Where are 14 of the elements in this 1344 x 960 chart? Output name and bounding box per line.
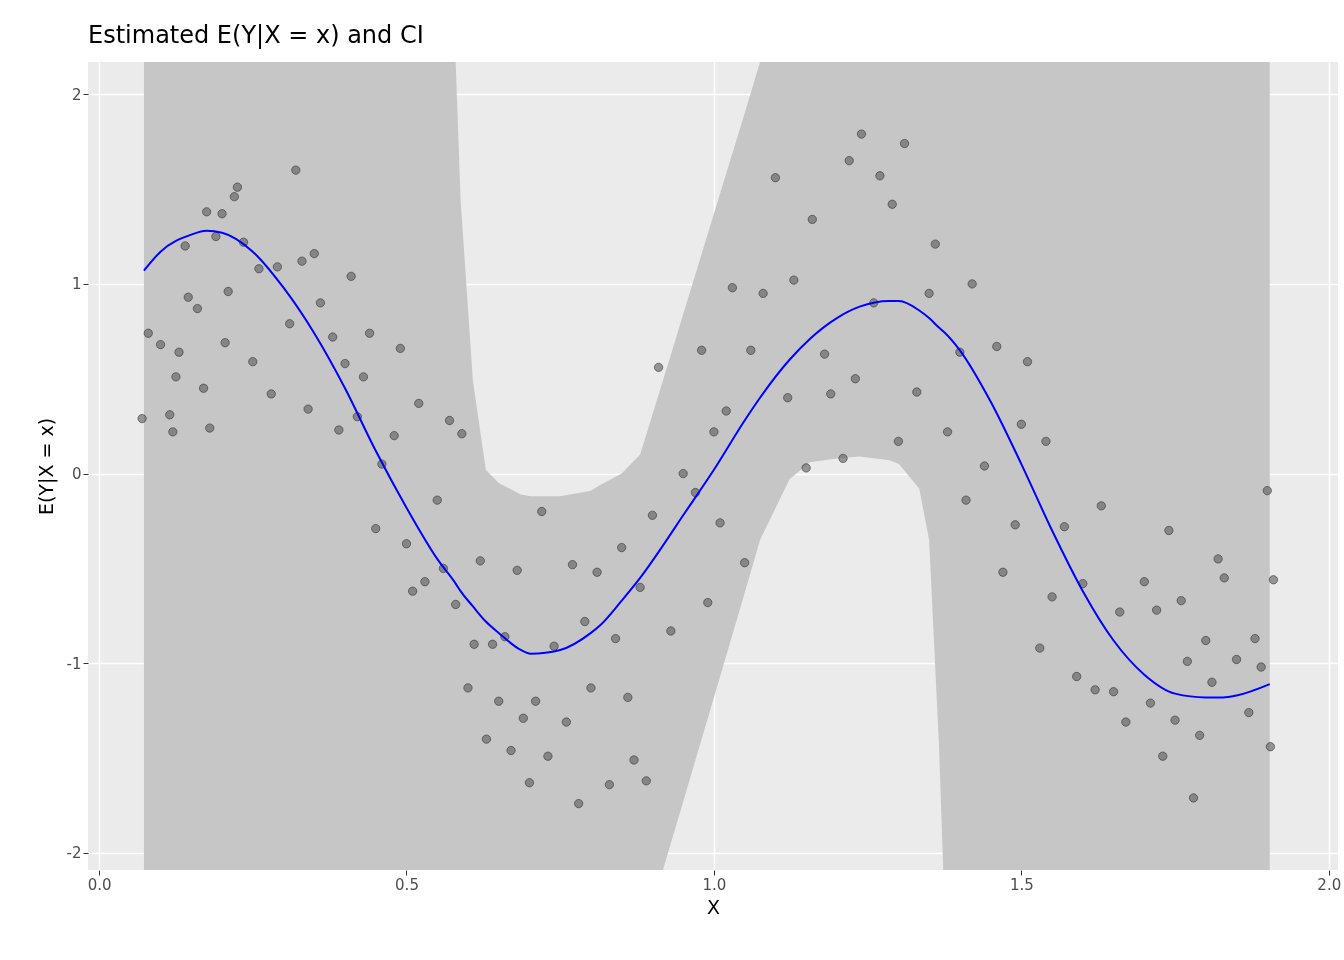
x-tick-label: 1.5 (1009, 875, 1034, 894)
x-axis-title: X (706, 895, 721, 918)
line-series (142, 229, 1271, 699)
x-tick-label: 0.0 (87, 875, 112, 894)
x-tick-label: 1.0 (702, 875, 727, 894)
y-tick-label: -1 (66, 654, 82, 673)
y-axis-title: E(Y|X = x) (34, 417, 58, 516)
y-tick-label: 0 (71, 465, 82, 484)
y-tick-label: 2 (71, 85, 82, 104)
x-tick-label: 0.5 (395, 875, 419, 894)
chart-title: Estimated E(Y|X = x) and CI (88, 21, 424, 49)
y-tick-label: 1 (71, 275, 82, 294)
x-tick-label: 2.0 (1317, 875, 1342, 894)
y-tick-label: -2 (66, 844, 82, 863)
